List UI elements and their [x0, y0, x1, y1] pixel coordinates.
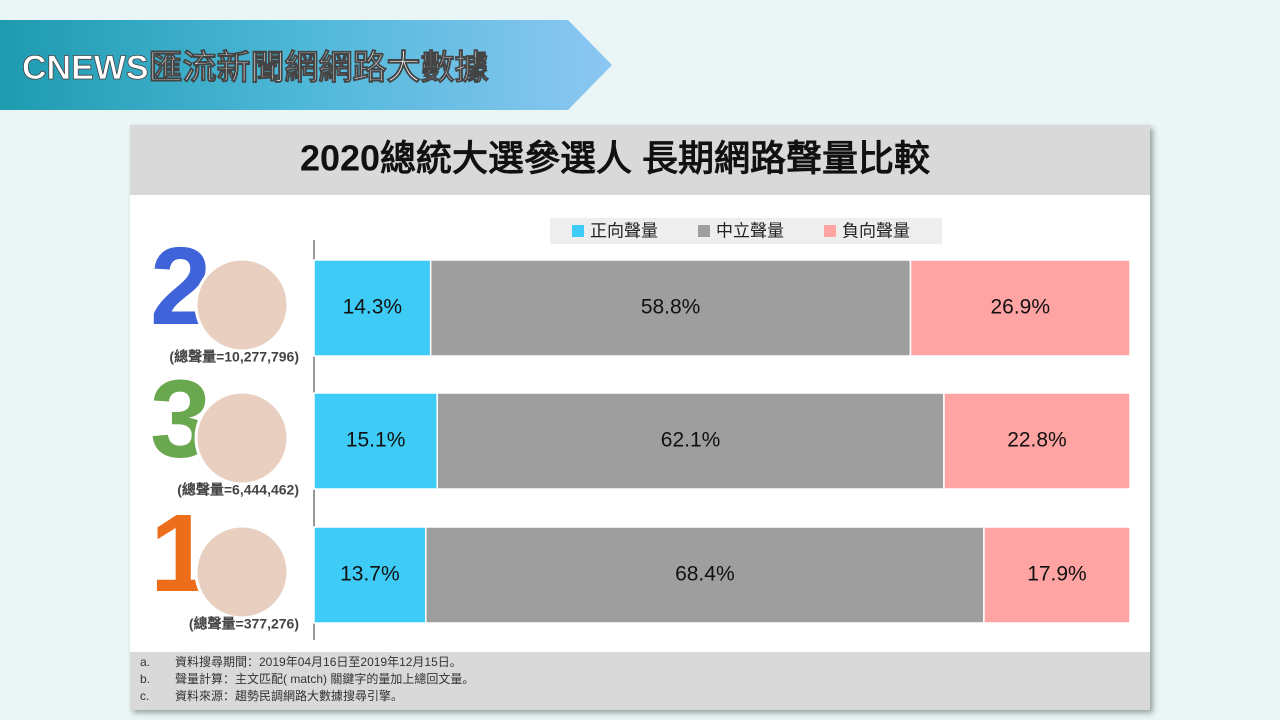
value-label: 58.8%: [641, 296, 701, 319]
bar-segment: [943, 392, 1131, 490]
notes-band: [130, 652, 1150, 710]
portrait: [194, 390, 290, 486]
value-label: 13.7%: [340, 563, 400, 586]
portrait: [194, 257, 290, 353]
legend-label: 正向聲量: [590, 221, 658, 240]
legend: [550, 218, 942, 244]
legend-label: 中立聲量: [716, 221, 784, 240]
note-text: 資料來源：趨勢民調網路大數據搜尋引擎。: [175, 688, 403, 703]
portrait: [194, 524, 290, 620]
bar-segment: [983, 526, 1131, 624]
bar-segment: [313, 392, 438, 490]
title-band: [130, 125, 1150, 195]
value-label: 26.9%: [990, 296, 1050, 319]
value-label: 62.1%: [661, 429, 721, 452]
note-text: 聲量計算：主文匹配( match) 關鍵字的量加上總回文量。: [175, 671, 474, 686]
legend-swatch: [698, 225, 710, 237]
value-label: 68.4%: [675, 563, 735, 586]
category-note: (總聲量=10,277,796): [169, 349, 299, 365]
bar-segment: [429, 259, 912, 357]
legend-swatch: [824, 225, 836, 237]
category-note: (總聲量=377,276): [189, 616, 299, 632]
note-marker: a.: [140, 655, 150, 669]
note-marker: c.: [140, 689, 149, 703]
value-label: 17.9%: [1027, 563, 1087, 586]
banner-text: CNEWS匯流新聞網網路大數據: [22, 49, 490, 87]
value-label: 22.8%: [1007, 429, 1067, 452]
legend-label: 負向聲量: [842, 221, 910, 240]
bar-segment: [313, 526, 427, 624]
value-label: 14.3%: [343, 296, 403, 319]
category-note: (總聲量=6,444,462): [177, 482, 299, 498]
note-marker: b.: [140, 672, 150, 686]
chart-title: 2020總統大選參選人 長期網路聲量比較: [300, 138, 931, 179]
bar-segment: [909, 259, 1131, 357]
legend-swatch: [572, 225, 584, 237]
value-label: 15.1%: [346, 429, 406, 452]
bar-segment: [425, 526, 985, 624]
note-text: 資料搜尋期間：2019年04月16日至2019年12月15日。: [175, 654, 462, 669]
banner: [0, 20, 612, 110]
